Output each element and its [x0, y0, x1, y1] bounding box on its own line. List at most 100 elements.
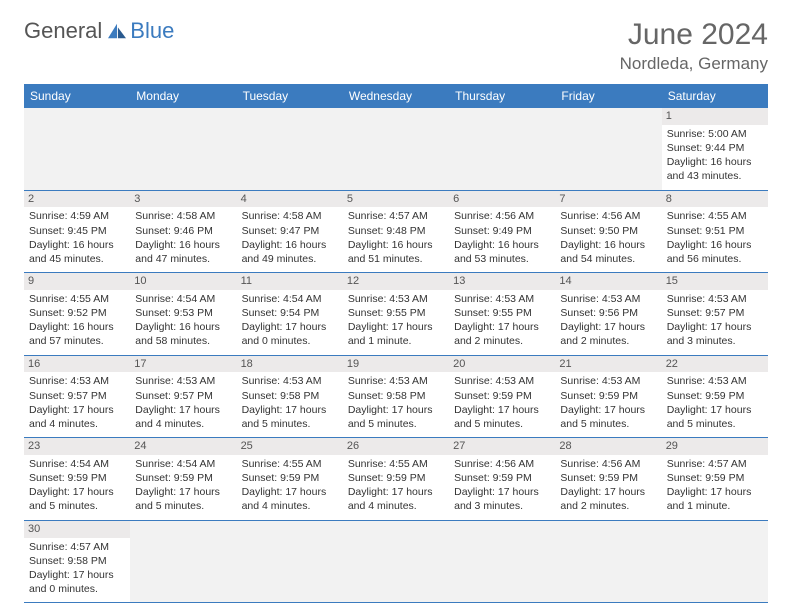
calendar-cell: 3Sunrise: 4:58 AMSunset: 9:46 PMDaylight… [130, 190, 236, 273]
calendar-cell: 27 Sunrise: 4:56 AMSunset: 9:59 PMDayligh… [449, 438, 555, 521]
day-number: 28 [555, 438, 661, 455]
calendar-cell [555, 520, 661, 603]
calendar-cell: 18Sunrise: 4:53 AMSunset: 9:58 PMDayligh… [237, 355, 343, 438]
calendar-row: 1 Sunrise: 5:00 AMSunset: 9:44 PMDaylight… [24, 108, 768, 190]
title-block: June 2024 Nordleda, Germany [620, 18, 768, 74]
day-header: Monday [130, 84, 236, 108]
day-number: 29 [662, 438, 768, 455]
calendar-cell: 2Sunrise: 4:59 AMSunset: 9:45 PMDaylight… [24, 190, 130, 273]
day-number: 26 [343, 438, 449, 455]
calendar-cell: 17Sunrise: 4:53 AMSunset: 9:57 PMDayligh… [130, 355, 236, 438]
day-number: 16 [24, 356, 130, 373]
day-info: Sunrise: 4:57 AMSunset: 9:48 PMDaylight:… [348, 209, 444, 266]
day-number: 12 [343, 273, 449, 290]
calendar-cell [343, 108, 449, 190]
day-number: 11 [237, 273, 343, 290]
day-info: Sunrise: 4:56 AMSunset: 9:59 PMDaylight:… [454, 457, 550, 514]
day-info: Sunrise: 4:58 AMSunset: 9:47 PMDaylight:… [242, 209, 338, 266]
calendar-cell: 30 Sunrise: 4:57 AMSunset: 9:58 PMDayligh… [24, 520, 130, 603]
calendar-table: SundayMondayTuesdayWednesdayThursdayFrid… [24, 84, 768, 603]
day-info: Sunrise: 4:55 AMSunset: 9:59 PMDaylight:… [242, 457, 338, 514]
day-number: 15 [662, 273, 768, 290]
day-number: 23 [24, 438, 130, 455]
day-info: Sunrise: 4:54 AMSunset: 9:59 PMDaylight:… [29, 457, 125, 514]
calendar-cell: 5Sunrise: 4:57 AMSunset: 9:48 PMDaylight… [343, 190, 449, 273]
day-info: Sunrise: 4:53 AMSunset: 9:59 PMDaylight:… [560, 374, 656, 431]
day-number: 8 [662, 191, 768, 208]
day-number: 2 [24, 191, 130, 208]
day-info: Sunrise: 4:53 AMSunset: 9:57 PMDaylight:… [29, 374, 125, 431]
calendar-cell: 25 Sunrise: 4:55 AMSunset: 9:59 PMDayligh… [237, 438, 343, 521]
calendar-cell: 23 Sunrise: 4:54 AMSunset: 9:59 PMDayligh… [24, 438, 130, 521]
day-header: Thursday [449, 84, 555, 108]
day-number: 10 [130, 273, 236, 290]
day-number: 30 [24, 521, 130, 538]
day-info: Sunrise: 4:58 AMSunset: 9:46 PMDaylight:… [135, 209, 231, 266]
calendar-row: 23 Sunrise: 4:54 AMSunset: 9:59 PMDayligh… [24, 438, 768, 521]
day-info: Sunrise: 4:54 AMSunset: 9:53 PMDaylight:… [135, 292, 231, 349]
calendar-cell: 26 Sunrise: 4:55 AMSunset: 9:59 PMDayligh… [343, 438, 449, 521]
calendar-cell [449, 108, 555, 190]
day-number: 1 [662, 108, 768, 125]
calendar-cell [449, 520, 555, 603]
calendar-cell: 11Sunrise: 4:54 AMSunset: 9:54 PMDayligh… [237, 273, 343, 356]
day-info: Sunrise: 4:53 AMSunset: 9:55 PMDaylight:… [454, 292, 550, 349]
calendar-cell [24, 108, 130, 190]
calendar-cell: 19Sunrise: 4:53 AMSunset: 9:58 PMDayligh… [343, 355, 449, 438]
logo: General Blue [24, 18, 174, 44]
day-info: Sunrise: 4:54 AMSunset: 9:59 PMDaylight:… [135, 457, 231, 514]
calendar-cell [130, 520, 236, 603]
logo-text-1: General [24, 18, 102, 44]
calendar-cell [662, 520, 768, 603]
day-header: Saturday [662, 84, 768, 108]
day-number: 27 [449, 438, 555, 455]
day-number: 20 [449, 356, 555, 373]
day-number: 17 [130, 356, 236, 373]
day-info: Sunrise: 4:57 AMSunset: 9:59 PMDaylight:… [667, 457, 763, 514]
day-number: 4 [237, 191, 343, 208]
calendar-cell: 15 Sunrise: 4:53 AMSunset: 9:57 PMDayligh… [662, 273, 768, 356]
calendar-cell: 21Sunrise: 4:53 AMSunset: 9:59 PMDayligh… [555, 355, 661, 438]
calendar-cell: 28 Sunrise: 4:56 AMSunset: 9:59 PMDayligh… [555, 438, 661, 521]
calendar-cell: 22Sunrise: 4:53 AMSunset: 9:59 PMDayligh… [662, 355, 768, 438]
day-number: 5 [343, 191, 449, 208]
calendar-row: 9Sunrise: 4:55 AMSunset: 9:52 PMDaylight… [24, 273, 768, 356]
sail-icon [106, 22, 128, 40]
calendar-cell: 4Sunrise: 4:58 AMSunset: 9:47 PMDaylight… [237, 190, 343, 273]
calendar-cell: 1 Sunrise: 5:00 AMSunset: 9:44 PMDaylight… [662, 108, 768, 190]
calendar-cell: 13 Sunrise: 4:53 AMSunset: 9:55 PMDayligh… [449, 273, 555, 356]
day-header: Wednesday [343, 84, 449, 108]
day-header: Tuesday [237, 84, 343, 108]
calendar-row: 16Sunrise: 4:53 AMSunset: 9:57 PMDayligh… [24, 355, 768, 438]
day-info: Sunrise: 4:55 AMSunset: 9:52 PMDaylight:… [29, 292, 125, 349]
day-number: 19 [343, 356, 449, 373]
day-info: Sunrise: 4:56 AMSunset: 9:50 PMDaylight:… [560, 209, 656, 266]
calendar-cell: 24 Sunrise: 4:54 AMSunset: 9:59 PMDayligh… [130, 438, 236, 521]
calendar-cell: 16Sunrise: 4:53 AMSunset: 9:57 PMDayligh… [24, 355, 130, 438]
day-info: Sunrise: 4:59 AMSunset: 9:45 PMDaylight:… [29, 209, 125, 266]
calendar-cell [343, 520, 449, 603]
day-info: Sunrise: 4:56 AMSunset: 9:49 PMDaylight:… [454, 209, 550, 266]
day-info: Sunrise: 4:53 AMSunset: 9:58 PMDaylight:… [348, 374, 444, 431]
location: Nordleda, Germany [620, 54, 768, 74]
day-number: 25 [237, 438, 343, 455]
day-header: Friday [555, 84, 661, 108]
day-info: Sunrise: 4:56 AMSunset: 9:59 PMDaylight:… [560, 457, 656, 514]
calendar-cell: 9Sunrise: 4:55 AMSunset: 9:52 PMDaylight… [24, 273, 130, 356]
calendar-cell [555, 108, 661, 190]
calendar-cell: 10 Sunrise: 4:54 AMSunset: 9:53 PMDayligh… [130, 273, 236, 356]
day-info: Sunrise: 4:57 AMSunset: 9:58 PMDaylight:… [29, 540, 125, 597]
day-info: Sunrise: 4:53 AMSunset: 9:55 PMDaylight:… [348, 292, 444, 349]
calendar-cell [130, 108, 236, 190]
calendar-cell: 6Sunrise: 4:56 AMSunset: 9:49 PMDaylight… [449, 190, 555, 273]
day-number: 24 [130, 438, 236, 455]
day-number: 13 [449, 273, 555, 290]
day-number: 7 [555, 191, 661, 208]
calendar-cell: 20Sunrise: 4:53 AMSunset: 9:59 PMDayligh… [449, 355, 555, 438]
day-info: Sunrise: 4:55 AMSunset: 9:59 PMDaylight:… [348, 457, 444, 514]
day-info: Sunrise: 4:53 AMSunset: 9:56 PMDaylight:… [560, 292, 656, 349]
day-info: Sunrise: 4:55 AMSunset: 9:51 PMDaylight:… [667, 209, 763, 266]
day-info: Sunrise: 4:53 AMSunset: 9:59 PMDaylight:… [454, 374, 550, 431]
day-info: Sunrise: 5:00 AMSunset: 9:44 PMDaylight:… [667, 127, 763, 184]
day-info: Sunrise: 4:53 AMSunset: 9:57 PMDaylight:… [667, 292, 763, 349]
